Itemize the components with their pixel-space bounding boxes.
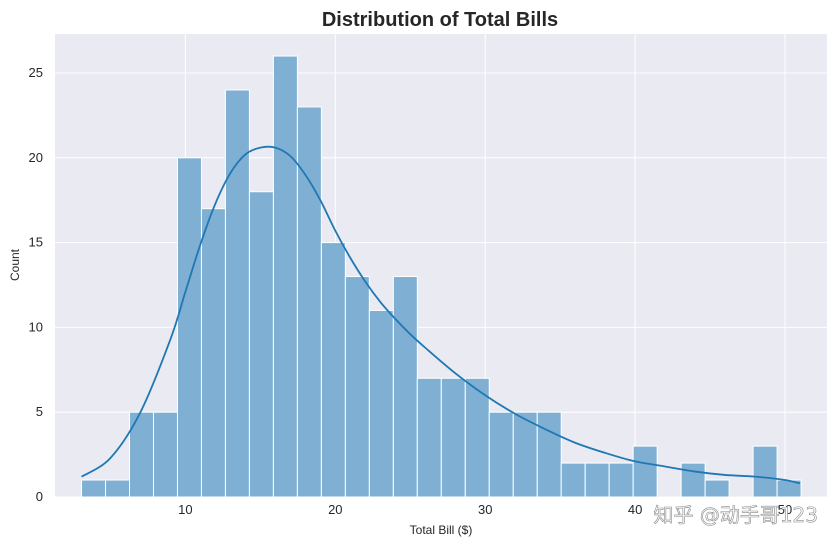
hist-bar-11: [344, 276, 370, 498]
kde-curve: [81, 145, 801, 485]
hist-bar-26: [704, 479, 730, 498]
hist-bar-4: [176, 157, 202, 498]
y-axis-label: Count: [8, 248, 22, 281]
y-tick-label-1: 5: [36, 404, 43, 419]
hist-bar-19: [536, 411, 562, 498]
x-tick-label-2: 30: [478, 502, 492, 517]
hist-bar-0: [81, 479, 107, 498]
hist-bar-12: [368, 309, 394, 498]
y-tick-label-0: 0: [36, 489, 43, 504]
x-tick-label-3: 40: [628, 502, 642, 517]
chart-title: Distribution of Total Bills: [322, 9, 558, 31]
y-tick-label-2: 10: [29, 319, 43, 334]
x-tick-label-4: 50: [778, 502, 792, 517]
hist-bar-1: [105, 479, 131, 498]
hist-bar-6: [224, 89, 250, 498]
x-tick-labels: 10 20 30 40 50: [178, 502, 792, 517]
hist-bar-8: [272, 55, 298, 498]
hist-bar-20: [560, 462, 586, 498]
x-tick-label-1: 20: [328, 502, 342, 517]
x-tick-label-0: 10: [178, 502, 192, 517]
hist-bar-22: [608, 462, 634, 498]
hist-bar-15: [440, 377, 466, 498]
hist-bar-9: [296, 106, 322, 498]
hist-bar-23: [632, 445, 658, 498]
watermark-text: 知乎 @动手哥123: [653, 503, 818, 527]
hist-bar-25: [680, 462, 706, 498]
y-tick-label-3: 15: [29, 235, 43, 250]
hist-bar-10: [320, 242, 346, 498]
hist-bar-3: [152, 411, 178, 498]
hist-bar-28: [752, 445, 778, 498]
x-axis-label: Total Bill ($): [410, 523, 473, 537]
y-tick-labels: 0 5 10 15 20 25: [29, 65, 43, 504]
hist-bar-17: [488, 411, 514, 498]
hist-bar-18: [512, 411, 538, 498]
hist-bar-14: [416, 377, 442, 498]
histogram-bars: [81, 55, 802, 498]
hist-bar-7: [248, 191, 274, 498]
hist-bar-21: [584, 462, 610, 498]
hist-bar-13: [392, 276, 418, 498]
y-tick-label-4: 20: [29, 150, 43, 165]
y-tick-label-5: 25: [29, 65, 43, 80]
hist-bar-5: [200, 208, 226, 498]
